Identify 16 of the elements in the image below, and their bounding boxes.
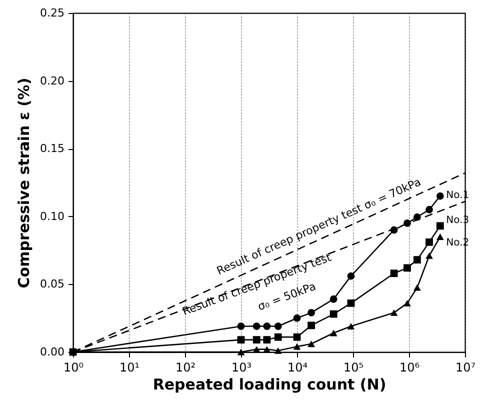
x-tick-label: 10⁷ bbox=[455, 360, 476, 374]
y-tick-label: 0.25 bbox=[40, 6, 64, 20]
x-tick-label: 10⁶ bbox=[399, 360, 420, 374]
x-tick-label: 10⁵ bbox=[343, 360, 364, 374]
y-axis-title: Compressive strain ε (%) bbox=[15, 78, 34, 288]
x-tick-label: 10² bbox=[175, 360, 196, 374]
y-tick-label: 0.10 bbox=[40, 210, 64, 223]
y-tick-label: 0.20 bbox=[40, 74, 64, 88]
y-tick-label: 0.15 bbox=[40, 142, 64, 156]
x-tick-label: 10⁴ bbox=[287, 360, 308, 374]
y-tick-label: 0.05 bbox=[40, 278, 64, 291]
x-axis-title: Repeated loading count (N) bbox=[152, 376, 386, 394]
y-tick-label: 0.00 bbox=[40, 346, 64, 358]
x-tick-label: 10³ bbox=[231, 360, 252, 374]
x-tick-label: 10⁰ bbox=[63, 360, 84, 374]
x-tick-label: 10¹ bbox=[119, 360, 140, 374]
